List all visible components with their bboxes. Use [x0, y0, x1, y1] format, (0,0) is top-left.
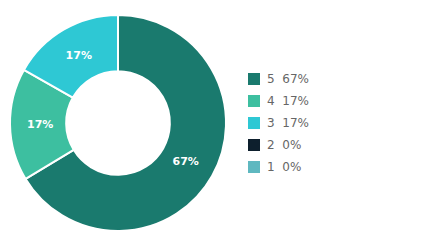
- legend-swatch: [248, 95, 260, 107]
- data-label: 17%: [27, 118, 53, 131]
- data-label: 17%: [66, 49, 92, 62]
- legend-label: 3 17%: [267, 116, 309, 130]
- legend-label: 4 17%: [267, 94, 309, 108]
- legend: 5 67% 4 17% 3 17% 2 0% 1 0%: [248, 72, 309, 174]
- legend-swatch: [248, 161, 260, 173]
- chart-container: 67% 17% 17% 5 67% 4 17% 3 17% 2 0% 1 0%: [0, 0, 443, 246]
- legend-swatch: [248, 117, 260, 129]
- legend-label: 1 0%: [267, 160, 301, 174]
- legend-swatch: [248, 73, 260, 85]
- donut-slice: [24, 15, 118, 98]
- data-label: 67%: [173, 155, 199, 168]
- legend-label: 2 0%: [267, 138, 301, 152]
- legend-label: 5 67%: [267, 72, 309, 86]
- data-labels: 67% 17% 17%: [27, 49, 199, 167]
- chart: 67% 17% 17% 5 67% 4 17% 3 17% 2 0% 1 0%: [0, 0, 443, 246]
- donut: [10, 15, 226, 231]
- legend-swatch: [248, 139, 260, 151]
